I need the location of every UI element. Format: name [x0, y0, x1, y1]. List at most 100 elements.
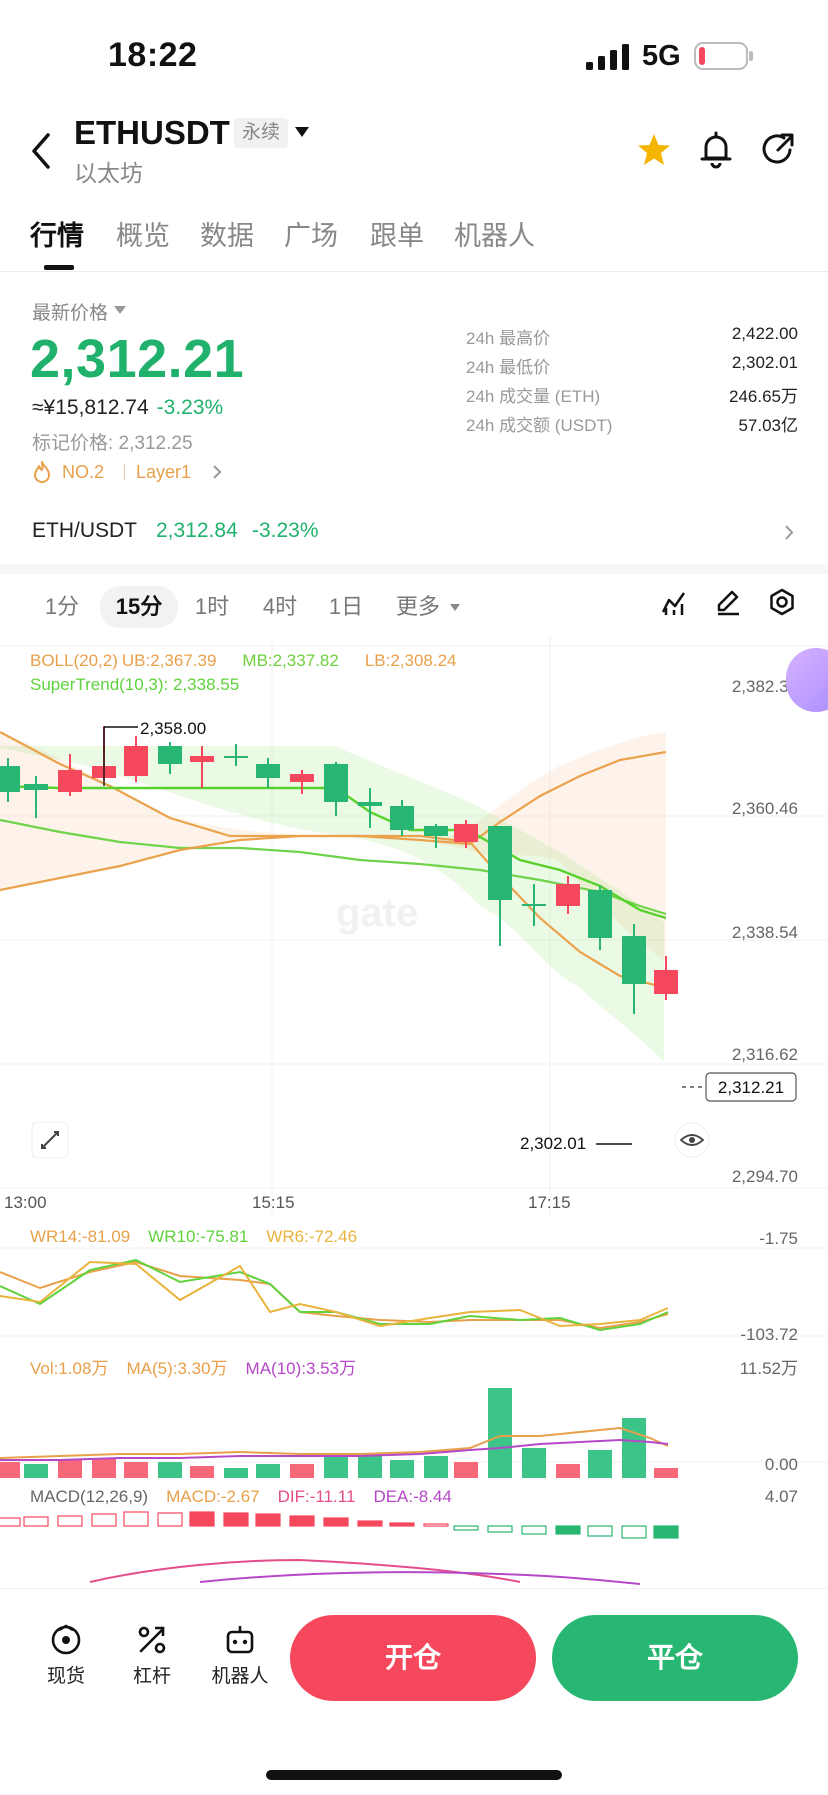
candle-body — [158, 746, 182, 764]
stat-value: 2,302.01 — [731, 353, 798, 372]
home-indicator — [266, 1770, 562, 1780]
volume-bar — [522, 1448, 546, 1478]
macd-bar — [487, 1525, 513, 1533]
section-gap — [0, 564, 828, 574]
low-marker: 2,302.01 — [520, 1134, 586, 1153]
interval-4h[interactable]: 4时 — [262, 594, 298, 619]
interval-1h[interactable]: 1时 — [194, 594, 230, 619]
wr10-value: WR10:-75.81 — [148, 1227, 248, 1246]
macd-bar — [0, 1517, 21, 1527]
time-tick: 13:00 — [4, 1193, 47, 1212]
nav-header: ETHUSDT 永续 以太坊 — [0, 110, 828, 190]
candle-body — [224, 756, 248, 758]
share-icon[interactable] — [760, 130, 796, 168]
interval-more[interactable]: 更多 — [395, 594, 440, 619]
settings-icon[interactable] — [768, 588, 796, 616]
open-position-button[interactable]: 开仓 — [290, 1615, 536, 1701]
interval-1d[interactable]: 1日 — [328, 594, 364, 619]
caret-down-icon[interactable] — [114, 306, 126, 314]
back-icon[interactable] — [30, 132, 54, 170]
tab-bot[interactable]: 机器人 — [454, 221, 535, 251]
tab-square[interactable]: 广场 — [284, 221, 338, 251]
macd-bar — [423, 1523, 449, 1527]
interval-bar: 1分 15分 1时 4时 1日 更多 — [0, 574, 828, 634]
price-tick: 2,382.38 — [732, 677, 798, 696]
close-position-button[interactable]: 平仓 — [552, 1615, 798, 1701]
expand-icon[interactable] — [41, 1131, 59, 1149]
perpetual-badge: 永续 — [234, 118, 289, 148]
draw-icon[interactable] — [714, 588, 742, 616]
macd-bar — [57, 1515, 83, 1527]
candle-body — [290, 774, 314, 782]
bell-icon[interactable] — [698, 130, 734, 170]
macd-bar — [453, 1525, 479, 1531]
dea-value: DEA:-8.44 — [373, 1487, 451, 1506]
candle-body — [454, 824, 478, 842]
boll-band-fill — [0, 732, 666, 962]
caret-down-icon[interactable] — [450, 604, 460, 611]
ma10-value: MA(10):3.53万 — [246, 1359, 357, 1378]
price-tick: 2,360.46 — [732, 799, 798, 818]
tab-market[interactable]: 行情 — [30, 221, 84, 251]
kline-chart-svg: 2,358.00 2,302.01 2,312.21 gate BOLL(20,… — [0, 636, 828, 1585]
pair-price: 2,312.84 — [156, 519, 238, 542]
candle-body — [324, 764, 348, 802]
stat-label: 24h 最高价 — [466, 329, 551, 348]
section-tabs: 行情 概览 数据 广场 跟单 机器人 — [0, 210, 828, 272]
macd-bar — [587, 1525, 613, 1537]
cny-price: ≈¥15,812.74 — [32, 396, 149, 419]
network-label: 5G — [642, 40, 681, 72]
macd-dea-line — [199, 1571, 641, 1585]
status-time: 18:22 — [108, 36, 198, 74]
divider — [0, 271, 828, 272]
macd-histogram — [0, 1511, 679, 1539]
rank-label: NO.2 — [62, 462, 105, 482]
macd-bar — [255, 1513, 281, 1527]
vol-ma5-line — [0, 1426, 669, 1459]
volume-bar — [358, 1454, 382, 1478]
kline-chart[interactable]: 2,358.00 2,302.01 2,312.21 gate BOLL(20,… — [0, 636, 828, 1586]
interval-1m[interactable]: 1分 — [44, 594, 80, 619]
signal-icon — [586, 44, 629, 70]
spot-pair-row[interactable]: ETH/USDT 2,312.84 -3.23% — [0, 512, 828, 552]
tab-data[interactable]: 数据 — [200, 221, 254, 251]
stat-row: 24h 成交量 (ETH) 246.65万 — [466, 382, 798, 411]
time-tick: 17:15 — [528, 1193, 571, 1212]
tab-copy-trading[interactable]: 跟单 — [370, 221, 424, 251]
wr-legend: WR14:-81.09 WR10:-75.81 WR6:-72.46 — [30, 1227, 357, 1246]
robot-icon — [226, 1626, 254, 1654]
time-tick: 15:15 — [252, 1193, 295, 1212]
candle-body — [124, 746, 148, 776]
volume-bar — [224, 1468, 248, 1478]
floating-assistant-button[interactable] — [786, 648, 828, 712]
chevron-right-icon — [213, 465, 222, 479]
tab-overview[interactable]: 概览 — [116, 221, 170, 251]
macd-title: MACD(12,26,9) — [30, 1487, 148, 1506]
stat-row: 24h 成交额 (USDT) 57.03亿 — [466, 411, 798, 440]
volume-bar — [324, 1454, 348, 1478]
symbol-dropdown-icon[interactable] — [294, 126, 310, 138]
star-icon[interactable] — [636, 132, 672, 168]
ma5-value: MA(5):3.30万 — [126, 1359, 227, 1378]
symbol-title[interactable]: ETHUSDT — [74, 114, 230, 151]
boll-lb: LB:2,308.24 — [365, 651, 457, 670]
stat-label: 24h 成交量 (ETH) — [466, 387, 601, 406]
active-tab-indicator — [44, 265, 74, 270]
last-price-tag-box — [705, 1072, 797, 1102]
volume-bar — [190, 1466, 214, 1478]
spot-button[interactable]: 现货 — [26, 1623, 106, 1688]
macd-bar — [521, 1525, 547, 1535]
macd-bar — [555, 1525, 581, 1535]
volume-bars — [0, 1388, 678, 1478]
volume-bar — [454, 1462, 478, 1478]
volume-bar — [256, 1464, 280, 1478]
macd-bar — [91, 1513, 117, 1527]
interval-15m[interactable]: 15分 — [100, 586, 178, 628]
leverage-button[interactable]: 杠杆 — [112, 1623, 192, 1688]
bot-button[interactable]: 机器人 — [200, 1623, 280, 1688]
boll-legend: BOLL(20,2) UB:2,367.39 MB:2,337.82 LB:2,308… — [30, 651, 457, 670]
latest-price-label[interactable]: 最新价格 — [32, 303, 109, 324]
eye-icon[interactable] — [679, 1134, 705, 1146]
indicator-icon[interactable] — [660, 588, 688, 616]
status-bar: 18:22 5G — [0, 0, 828, 110]
